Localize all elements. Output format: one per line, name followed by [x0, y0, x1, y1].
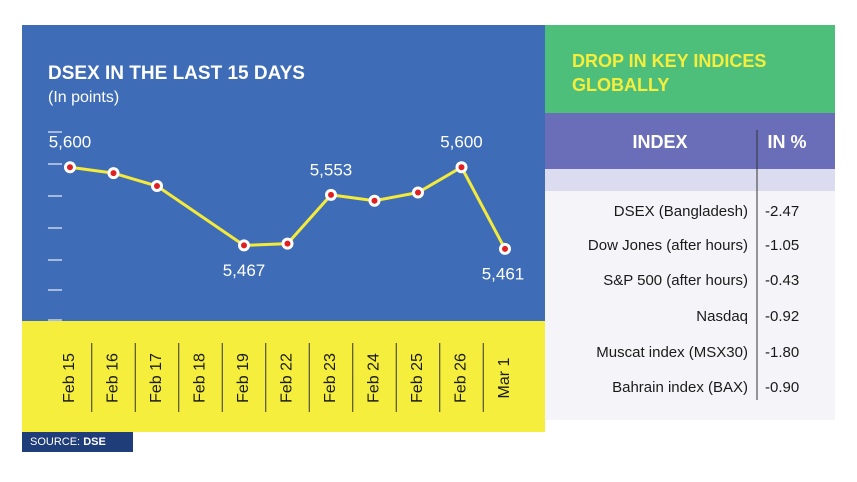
index-name: Nasdaq [696, 308, 748, 325]
data-point-center [110, 170, 117, 177]
data-point-center [458, 164, 465, 171]
x-tick-label: Feb 15 [61, 353, 78, 403]
table-header-panel [545, 113, 835, 169]
source: SOURCE: DSE [30, 436, 106, 448]
value-label: 5,553 [310, 160, 353, 179]
x-tick-label: Feb 16 [105, 353, 122, 403]
x-tick-label: Feb 17 [148, 353, 165, 403]
x-tick-label: Feb 23 [322, 353, 339, 403]
chart-subtitle: (In points) [48, 89, 119, 106]
x-tick-label: Feb 26 [453, 353, 470, 403]
table-body [545, 191, 835, 420]
index-name: Muscat index (MSX30) [596, 344, 748, 361]
x-tick-label: Feb 24 [366, 353, 383, 403]
index-change: -1.80 [765, 344, 799, 361]
table-header: IN % [767, 132, 806, 152]
table-title-line: GLOBALLY [572, 75, 669, 95]
table-title-panel [545, 25, 835, 113]
index-name: Dow Jones (after hours) [588, 237, 748, 254]
data-point-center [415, 189, 421, 196]
table-spacer [545, 169, 835, 191]
table-title: DROP IN KEY INDICES GLOBALLY [572, 51, 766, 95]
index-change: -0.90 [765, 379, 799, 396]
axis-dashes [48, 131, 62, 321]
data-line [69, 165, 507, 250]
source-label: SOURCE: [30, 436, 80, 448]
index-change: -0.43 [765, 272, 799, 289]
value-label: 5,600 [49, 133, 92, 152]
x-tick-label: Feb 22 [279, 353, 296, 403]
index-change: -1.05 [765, 237, 799, 254]
table-header: INDEX [632, 132, 687, 152]
index-name: Bahrain index (BAX) [612, 379, 748, 396]
x-tick-label: Feb 19 [235, 353, 252, 403]
source-value: DSE [83, 436, 106, 448]
x-tick-label: Feb 18 [192, 353, 209, 403]
data-point-center [67, 164, 73, 171]
data-point-center [502, 245, 508, 252]
data-point-center [154, 183, 160, 190]
index-name: DSEX (Bangladesh) [614, 203, 748, 220]
index-change: -2.47 [765, 203, 799, 220]
category-band [22, 321, 545, 432]
data-point-center [284, 240, 291, 247]
index-name: S&P 500 (after hours) [603, 272, 748, 289]
table-title-line: DROP IN KEY INDICES [572, 51, 766, 71]
x-tick-label: Feb 25 [409, 353, 426, 403]
x-tick-label: Mar 1 [496, 357, 513, 398]
data-point-center [328, 191, 334, 198]
source-box [22, 432, 133, 452]
value-label: 5,461 [482, 264, 525, 283]
value-label: 5,600 [440, 133, 483, 152]
index-change: -0.92 [765, 308, 799, 325]
data-point-center [241, 242, 247, 249]
data-point-center [371, 197, 378, 204]
value-label: 5,467 [223, 261, 266, 280]
chart-title: DSEX IN THE LAST 15 DAYS [48, 63, 305, 84]
